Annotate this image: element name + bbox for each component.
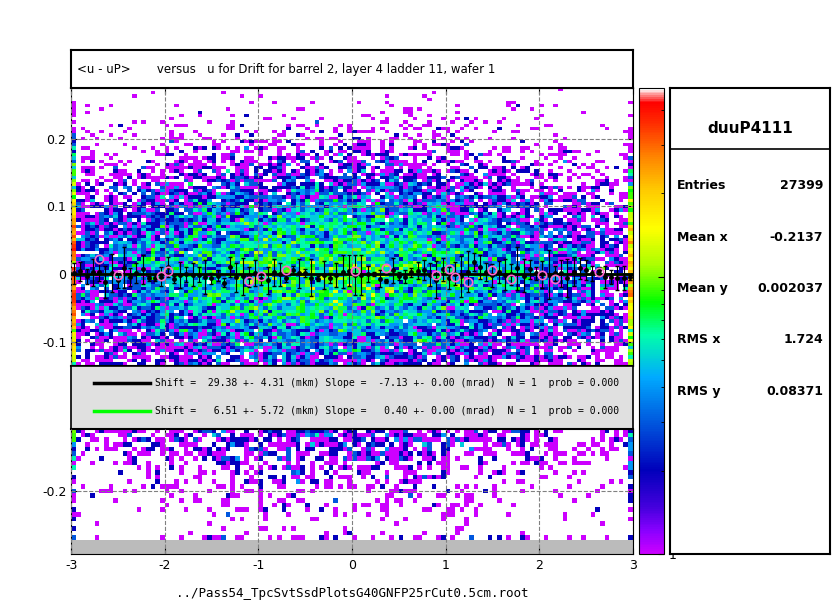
Text: duuP4111: duuP4111 bbox=[707, 121, 793, 136]
Text: 27399: 27399 bbox=[780, 179, 823, 192]
Text: Shift =  29.38 +- 4.31 (mkm) Slope =  -7.13 +- 0.00 (mrad)  N = 1  prob = 0.000: Shift = 29.38 +- 4.31 (mkm) Slope = -7.1… bbox=[156, 378, 619, 387]
Text: 0.08371: 0.08371 bbox=[766, 385, 823, 398]
Text: Entries: Entries bbox=[677, 179, 727, 192]
Text: RMS y: RMS y bbox=[677, 385, 721, 398]
Text: <u - uP>       versus   u for Drift for barrel 2, layer 4 ladder 11, wafer 1: <u - uP> versus u for Drift for barrel 2… bbox=[77, 62, 495, 76]
Text: Mean y: Mean y bbox=[677, 282, 727, 295]
Text: Mean x: Mean x bbox=[677, 231, 727, 244]
Text: 1.724: 1.724 bbox=[784, 333, 823, 347]
Text: Shift =   6.51 +- 5.72 (mkm) Slope =   0.40 +- 0.00 (mrad)  N = 1  prob = 0.000: Shift = 6.51 +- 5.72 (mkm) Slope = 0.40 … bbox=[156, 407, 619, 416]
Text: 0.002037: 0.002037 bbox=[758, 282, 823, 295]
Text: ../Pass54_TpcSvtSsdPlotsG40GNFP25rCut0.5cm.root: ../Pass54_TpcSvtSsdPlotsG40GNFP25rCut0.5… bbox=[176, 587, 528, 600]
Text: -0.2137: -0.2137 bbox=[770, 231, 823, 244]
Text: RMS x: RMS x bbox=[677, 333, 721, 347]
